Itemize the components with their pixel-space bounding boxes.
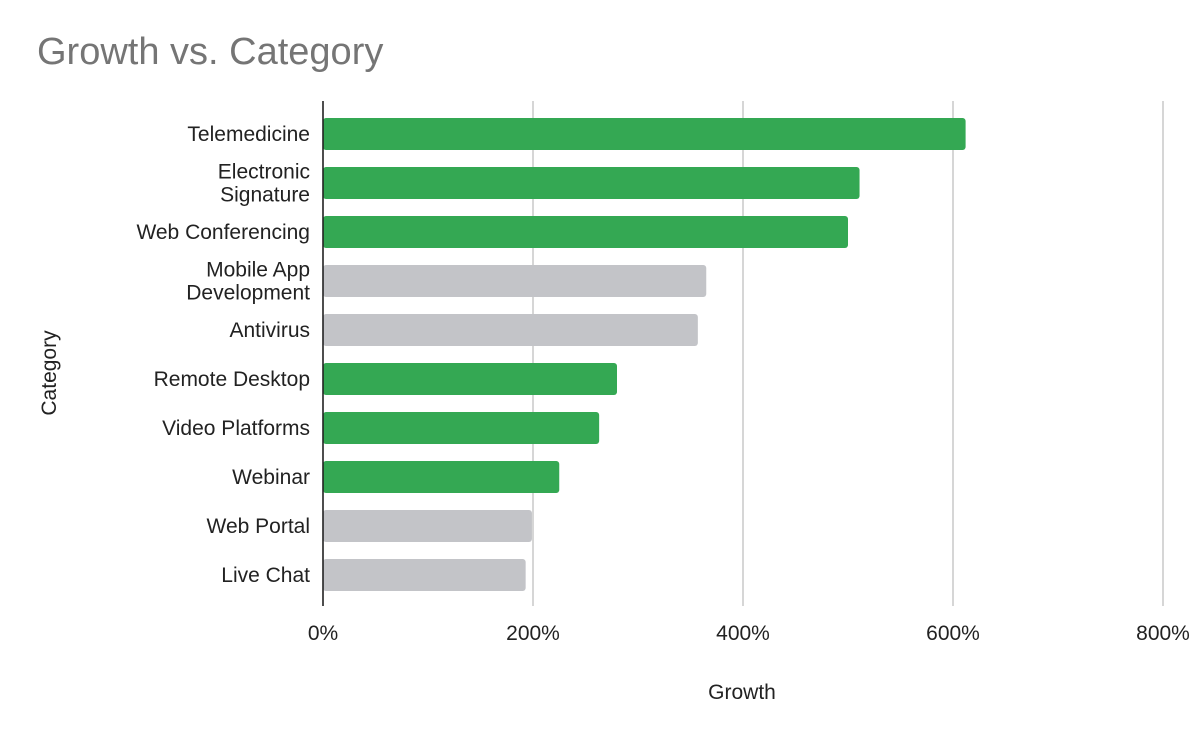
category-labels: Telemedicine Electronic Signature Web Confe… [136,123,310,587]
x-tick-label: 400% [716,622,770,645]
bar [323,118,966,150]
bar [323,559,526,591]
category-label: Electronic Signature [218,161,310,207]
bars [323,118,966,591]
category-label: Web Conferencing [136,221,310,244]
bar [323,510,532,542]
category-label: Live Chat [221,564,310,587]
category-label: Remote Desktop [154,368,310,391]
bar [323,216,848,248]
category-label: Video Platforms [162,417,310,440]
bar [323,461,560,493]
x-tick-label: 200% [506,622,560,645]
x-tick-labels: 0% 200% 400% 600% 800% [308,622,1190,645]
x-tick-label: 600% [926,622,980,645]
y-axis-title: Category [38,330,61,416]
category-label: Antivirus [229,319,310,342]
x-axis-title: Growth [708,681,776,704]
category-label: Mobile App Development [186,259,310,305]
category-label: Webinar [232,466,310,489]
bar [323,314,698,346]
x-tick-label: 800% [1136,622,1190,645]
bar [323,265,707,297]
bar [323,412,600,444]
bar [323,363,617,395]
category-label: Telemedicine [187,123,310,146]
x-tick-label: 0% [308,622,338,645]
bar [323,167,860,199]
chart-title: Growth vs. Category [37,31,384,73]
category-label: Web Portal [207,515,311,538]
